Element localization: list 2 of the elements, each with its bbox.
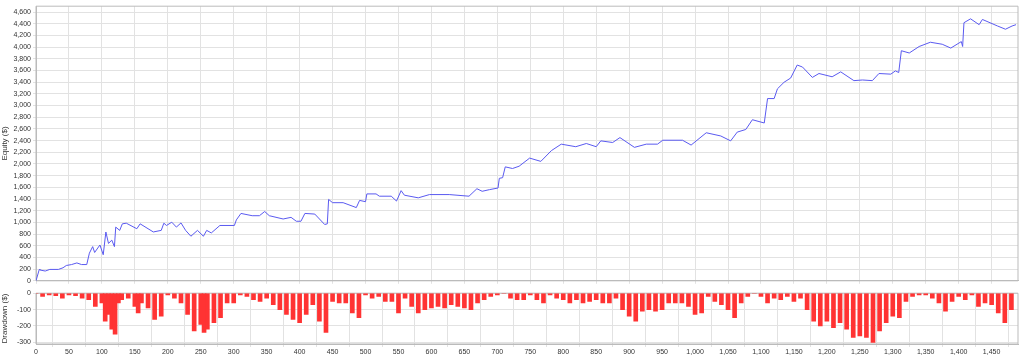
y-axis-title: Drawdown ($) [0, 293, 9, 344]
y-axis-title: Equity ($) [0, 126, 9, 161]
